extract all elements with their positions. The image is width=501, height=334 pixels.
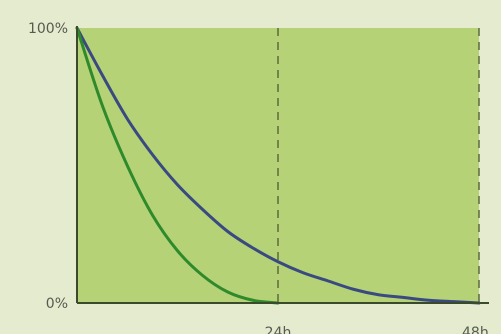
y-tick-label-100: 100% [28, 21, 68, 37]
series-line-2 [75, 26, 280, 305]
x-tick-label-24: 24h [265, 325, 292, 334]
y-tick-label-0: 0% [46, 296, 68, 312]
series-line-1 [75, 26, 481, 305]
x-tick-label-48: 48h [462, 325, 489, 334]
